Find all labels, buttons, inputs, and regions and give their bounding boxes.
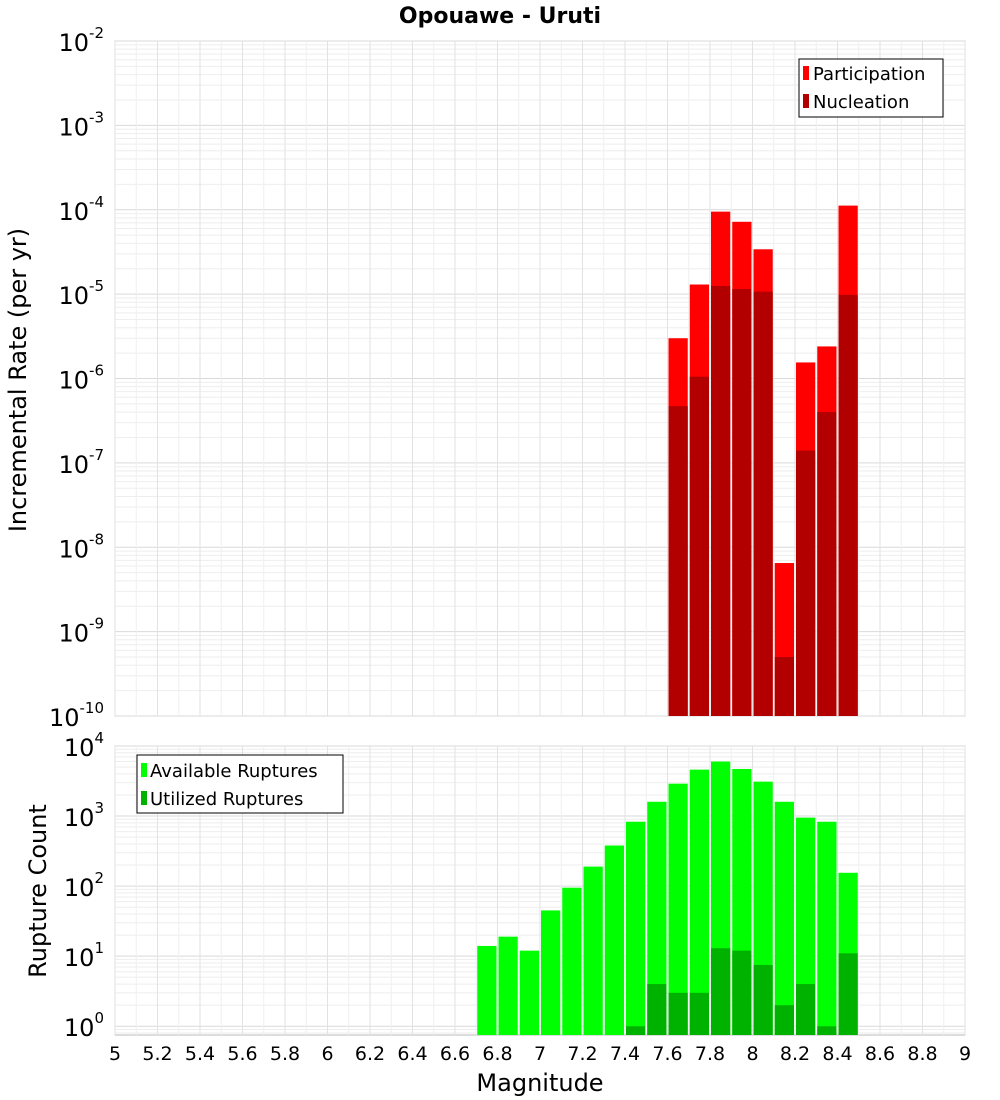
y-tick-label: 10-8 <box>58 530 104 563</box>
nucleation-bar <box>774 657 794 716</box>
x-tick-label: 5.8 <box>270 1043 300 1065</box>
available-bar <box>477 945 497 1035</box>
utilized-bar <box>668 992 688 1035</box>
nucleation-bar <box>732 289 752 716</box>
rate-y-tick-labels: 10-2 10-3 10-4 10-5 10-6 10-7 10-8 10-9 10-10 <box>49 24 104 732</box>
available-bar <box>668 783 688 1035</box>
utilized-bar <box>689 992 709 1035</box>
utilized-bar <box>647 984 667 1035</box>
utilized-legend-swatch <box>141 791 147 805</box>
nucleation-bar <box>838 294 858 716</box>
utilized-bar <box>626 1026 646 1035</box>
available-bar <box>817 821 837 1035</box>
y-tick-label: 10-4 <box>58 193 104 226</box>
rate-panel: 10-2 10-3 10-4 10-5 10-6 10-7 10-8 10-9 10-10 In… <box>4 24 966 732</box>
x-tick-label: 5.2 <box>142 1043 172 1065</box>
nucleation-bar <box>711 285 731 716</box>
x-tick-label: 7.6 <box>652 1043 682 1065</box>
count-legend-box <box>136 754 344 814</box>
count-y-tick-labels: 104 103 102 101 100 <box>64 729 104 1042</box>
y-tick-label: 10-7 <box>58 446 104 479</box>
available-bar <box>647 801 667 1035</box>
x-tick-label: 5 <box>109 1043 121 1065</box>
x-tick-label: 7.8 <box>695 1043 725 1065</box>
rate-legend-box <box>798 58 944 118</box>
utilized-bar <box>753 964 773 1035</box>
available-bar <box>541 910 561 1035</box>
y-tick-label: 10-6 <box>58 362 104 395</box>
available-legend-label: Available Ruptures <box>150 761 318 782</box>
x-tick-label: 8.2 <box>780 1043 810 1065</box>
count-y-axis-label: Rupture Count <box>24 804 52 978</box>
utilized-bar <box>711 948 731 1035</box>
y-tick-label: 102 <box>64 869 104 902</box>
available-bar <box>626 821 646 1035</box>
y-tick-label: 100 <box>64 1009 104 1042</box>
x-tick-label: 8.4 <box>822 1043 852 1065</box>
y-tick-label: 10-5 <box>58 277 104 310</box>
available-bar <box>774 801 794 1035</box>
rate-legend: Participation Nucleation <box>798 58 944 118</box>
x-tick-label: 6.2 <box>355 1043 385 1065</box>
y-tick-label: 10-3 <box>58 108 104 141</box>
count-bars <box>477 761 858 1035</box>
x-tick-label: 7 <box>534 1043 546 1065</box>
nucleation-bar <box>753 291 773 716</box>
nucleation-bar <box>796 450 816 716</box>
x-tick-label: 8 <box>746 1043 758 1065</box>
utilized-legend-label: Utilized Ruptures <box>150 789 303 810</box>
nucleation-bar <box>668 406 688 716</box>
chart-title: Opouawe - Uruti <box>399 4 601 29</box>
y-tick-label: 10-9 <box>58 615 104 648</box>
x-tick-label: 5.6 <box>227 1043 257 1065</box>
utilized-bar <box>732 950 752 1035</box>
x-tick-label: 6 <box>321 1043 333 1065</box>
x-tick-label: 7.4 <box>610 1043 640 1065</box>
x-axis-label: Magnitude <box>476 1069 603 1097</box>
y-tick-label: 103 <box>64 799 104 832</box>
x-tick-label: 5.4 <box>185 1043 215 1065</box>
participation-legend-label: Participation <box>813 64 925 85</box>
y-tick-label: 10-2 <box>58 24 104 57</box>
x-tick-label: 9 <box>959 1043 971 1065</box>
nucleation-bar <box>817 412 837 716</box>
available-bar <box>604 845 624 1035</box>
magnitude-x-tick-labels: 5 5.2 5.4 5.6 5.8 6 6.2 6.4 6.6 6.8 7 7.2 7.4 7.6 7.8 8… <box>109 1043 971 1065</box>
available-bar <box>498 936 518 1035</box>
count-legend: Available Ruptures Utilized Ruptures <box>136 754 344 814</box>
participation-legend-swatch <box>803 66 809 80</box>
available-bar <box>796 817 816 1035</box>
x-tick-label: 7.2 <box>567 1043 597 1065</box>
available-bar <box>689 769 709 1035</box>
available-bar <box>583 866 603 1035</box>
utilized-bar <box>774 1005 794 1035</box>
y-tick-label: 104 <box>64 729 104 762</box>
x-tick-label: 8.6 <box>865 1043 895 1065</box>
x-tick-label: 6.4 <box>397 1043 427 1065</box>
rate-y-axis-label: Incremental Rate (per yr) <box>4 228 32 532</box>
x-tick-label: 8.8 <box>907 1043 937 1065</box>
nucleation-legend-swatch <box>803 94 809 108</box>
nucleation-bar <box>689 376 709 716</box>
x-tick-label: 6.6 <box>440 1043 470 1065</box>
rate-bars <box>668 205 858 716</box>
available-bar <box>519 950 539 1035</box>
x-tick-label: 6.8 <box>482 1043 512 1065</box>
y-tick-label: 10-10 <box>49 699 104 732</box>
count-panel: 104 103 102 101 100 5 5.2 5.4 5.6 5.8 6 6.2 6.4 6.6 6… <box>24 729 971 1097</box>
utilized-bar <box>838 953 858 1035</box>
y-tick-label: 101 <box>64 939 104 972</box>
rate-gridlines <box>114 40 966 717</box>
nucleation-legend-label: Nucleation <box>813 92 909 113</box>
available-legend-swatch <box>141 763 147 777</box>
utilized-bar <box>796 984 816 1035</box>
utilized-bar <box>817 1026 837 1035</box>
available-bar <box>562 887 582 1035</box>
